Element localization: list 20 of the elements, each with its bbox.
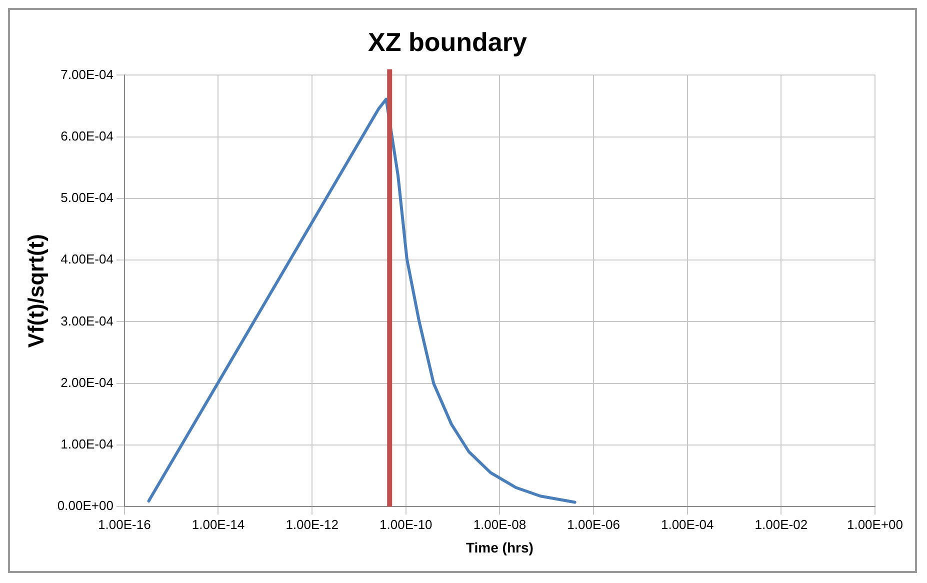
y-tick-label: 1.00E-04 [60,436,114,452]
y-tick-label: 5.00E-04 [60,190,114,206]
y-tick-label: 2.00E-04 [60,374,114,390]
x-tick-label: 1.00E-10 [380,516,432,532]
x-tick-label: 1.00E-04 [660,516,714,532]
x-tick-label: 1.00E-14 [192,516,245,532]
y-tick-label: 4.00E-04 [60,252,114,267]
x-tick-label: 1.00E+00 [846,516,904,532]
y-tick-label: 0.00E+00 [57,498,114,514]
y-tick-label: 6.00E-04 [60,128,114,144]
x-tick-label: 1.00E-08 [473,516,526,532]
x-tick-label: 1.00E-02 [754,516,808,532]
x-tick-label: 1.00E-12 [286,516,338,532]
chart-title: XZ boundary [368,26,528,57]
y-axis-title: Vf(t)/sqrt(t) [23,234,48,348]
y-tick-label: 3.00E-04 [60,313,114,328]
y-tick-label: 7.00E-04 [60,66,114,82]
x-tick-label: 1.00E-16 [98,516,151,532]
x-axis-title: Time (hrs) [466,539,534,556]
x-tick-label: 1.00E-06 [567,516,620,532]
